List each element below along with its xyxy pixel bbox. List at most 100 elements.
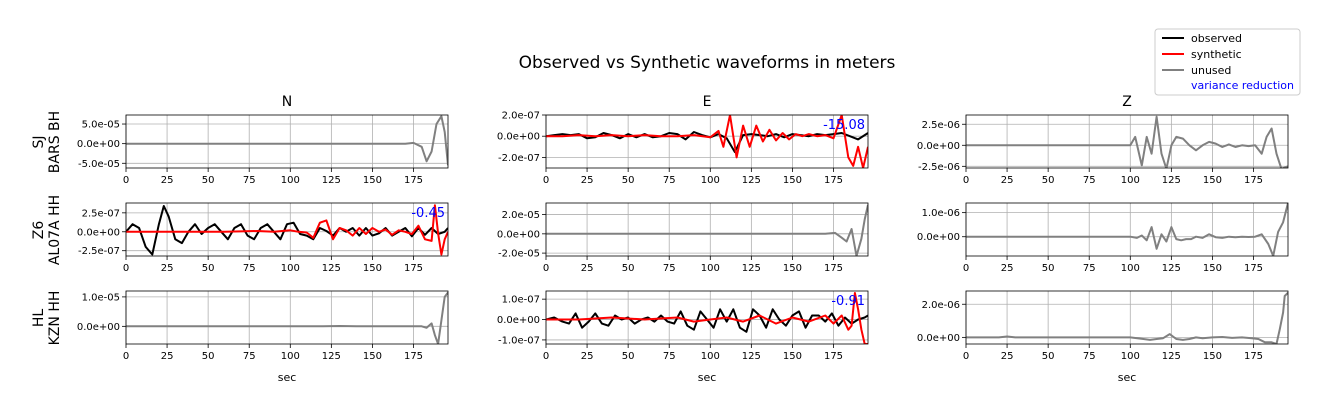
x-tick-label: 175: [1244, 263, 1263, 274]
y-tick-label: 2.0e-05: [502, 210, 540, 221]
x-tick-label: 25: [581, 263, 594, 274]
figure-title: Observed vs Synthetic waveforms in meter…: [519, 53, 896, 73]
row-label-3-network: HL: [31, 309, 47, 328]
x-tick-label: 100: [701, 175, 720, 186]
x-tick-label: 175: [824, 175, 843, 186]
x-tick-label: 25: [161, 263, 174, 274]
x-tick-label: 50: [1042, 351, 1055, 362]
x-tick-label: 100: [281, 351, 300, 362]
column-label-n: N: [282, 94, 292, 110]
x-tick-label: 125: [742, 175, 761, 186]
panel-2-z: 0 25 50 75 100 125 150 175 1.0e-06 0.0e+00: [917, 202, 1289, 274]
panel-3-e-traces: [546, 292, 868, 344]
y-tick-label: 0.0e+00: [497, 132, 540, 143]
row-label-1-station: BARS BH: [47, 111, 63, 173]
y-tick-label: 2.5e-07: [82, 208, 120, 219]
y-tick-label: -2.0e-07: [498, 153, 540, 164]
series-unused: [126, 291, 448, 344]
x-tick-label: 0: [963, 263, 969, 274]
y-tick-label: 0.0e+00: [77, 322, 120, 333]
panel-2-e-traces: [546, 204, 868, 256]
y-tick-label: 1.0e-07: [502, 295, 540, 306]
x-tick-label: 125: [1162, 351, 1181, 362]
x-tick-label: 50: [622, 263, 635, 274]
x-tick-label: 150: [1203, 175, 1222, 186]
y-tick-label: -2.5e-06: [918, 162, 960, 173]
x-tick-label: 100: [701, 351, 720, 362]
panel-2-e: 0 25 50 75 100 125 150 175 2.0e-05 0.0e+00 -2.0e-0…: [497, 202, 869, 274]
x-tick-label: 25: [581, 351, 594, 362]
x-tick-label: 50: [202, 351, 215, 362]
x-tick-label: 75: [243, 263, 256, 274]
y-tick-label: 2.0e-07: [502, 111, 540, 122]
panel-1-n-traces: [126, 115, 448, 166]
x-tick-label: 75: [243, 175, 256, 186]
panel-1-e-frame: [545, 114, 869, 169]
panel-1-z-frame: [965, 114, 1289, 169]
y-tick-label: -5.0e-05: [78, 159, 120, 170]
x-tick-label: 25: [1001, 263, 1014, 274]
x-tick-label: 100: [1121, 351, 1140, 362]
x-tick-label: 175: [404, 263, 423, 274]
x-tick-label: 50: [202, 263, 215, 274]
legend-label-variance-reduction: variance reduction: [1191, 79, 1294, 92]
column-label-z: Z: [1122, 94, 1132, 110]
panel-1-n-frame: [125, 114, 449, 169]
x-tick-label: 75: [663, 175, 676, 186]
y-tick-label: 0.0e+00: [917, 232, 960, 243]
x-axis-label-n: sec: [278, 371, 297, 384]
x-tick-label: 75: [663, 351, 676, 362]
x-tick-label: 25: [161, 175, 174, 186]
x-tick-label: 125: [742, 263, 761, 274]
y-tick-label: 0.0e+00: [917, 333, 960, 344]
panel-3-z-traces: [966, 291, 1288, 344]
x-tick-label: 100: [1121, 263, 1140, 274]
row-label-1-network: SJ: [31, 135, 47, 148]
x-tick-label: 100: [1121, 175, 1140, 186]
x-tick-label: 150: [363, 175, 382, 186]
x-tick-label: 175: [404, 351, 423, 362]
panel-3-n: 0 25 50 75 100 125 150 175 1.0e-05 0.0e+00: [77, 290, 449, 362]
x-tick-label: 175: [824, 351, 843, 362]
x-tick-label: 25: [581, 175, 594, 186]
variance-reduction-label: -15.08: [823, 118, 865, 133]
y-tick-label: -2.5e-07: [78, 246, 120, 257]
x-tick-label: 75: [1083, 175, 1096, 186]
x-tick-label: 150: [783, 263, 802, 274]
panel-2-z-traces: [966, 203, 1288, 256]
y-tick-label: 0.0e+00: [77, 227, 120, 238]
variance-reduction-label: -0.91: [831, 294, 865, 309]
y-tick-label: 1.0e-06: [922, 208, 960, 219]
panel-2-n-traces: [126, 204, 448, 256]
series-synthetic: [546, 115, 868, 168]
x-tick-label: 75: [1083, 263, 1096, 274]
x-tick-label: 0: [123, 351, 129, 362]
x-tick-label: 0: [963, 175, 969, 186]
y-tick-label: 2.0e-06: [922, 300, 960, 311]
x-tick-label: 0: [123, 263, 129, 274]
series-unused: [966, 115, 1288, 168]
panel-3-n-traces: [126, 291, 448, 344]
legend-label-unused: unused: [1191, 64, 1231, 77]
panel-1-z-traces: [966, 115, 1288, 168]
x-tick-label: 125: [322, 351, 341, 362]
panel-2-n-frame: [125, 202, 449, 257]
x-tick-label: 100: [281, 263, 300, 274]
x-tick-label: 150: [363, 351, 382, 362]
panel-3-e-frame: [545, 290, 869, 345]
x-tick-label: 0: [963, 351, 969, 362]
x-tick-label: 125: [1162, 175, 1181, 186]
legend-box: [1154, 28, 1301, 96]
x-tick-label: 125: [742, 351, 761, 362]
x-tick-label: 175: [824, 263, 843, 274]
y-tick-label: 1.0e-05: [82, 292, 120, 303]
series-unused: [546, 204, 868, 256]
y-tick-label: 0.0e+00: [917, 141, 960, 152]
x-tick-label: 125: [1162, 263, 1181, 274]
series-unused: [966, 291, 1288, 344]
x-tick-label: 100: [701, 263, 720, 274]
series-unused: [126, 115, 448, 166]
panel-2-n: 0 25 50 75 100 125 150 175 2.5e-07 0.0e+00 -2.5e-0…: [77, 202, 449, 274]
x-tick-label: 0: [543, 263, 549, 274]
